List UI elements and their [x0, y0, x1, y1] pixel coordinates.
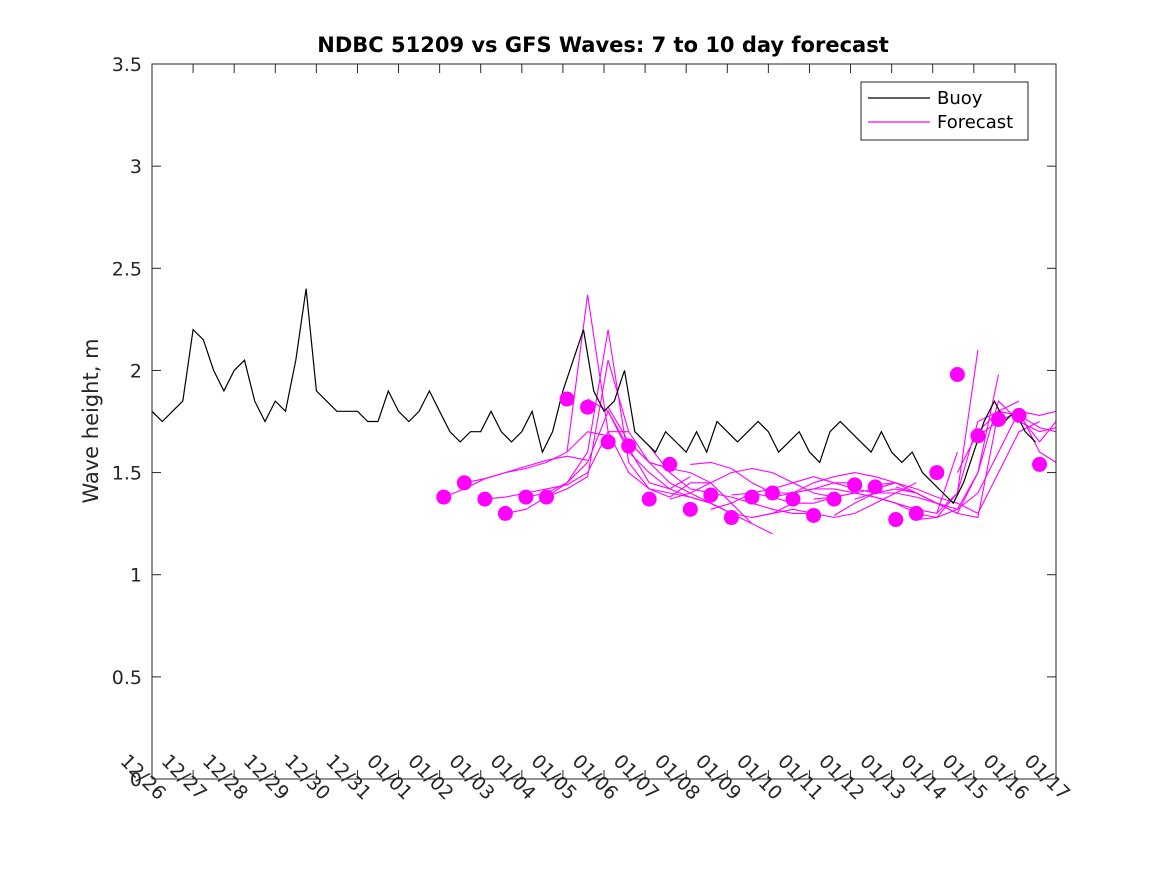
- forecast-marker: [600, 434, 616, 450]
- y-tick-label: 3: [130, 156, 142, 178]
- forecast-marker: [641, 491, 657, 507]
- forecast-marker: [497, 505, 513, 521]
- forecast-line: [875, 421, 1040, 515]
- forecast-marker: [867, 479, 883, 495]
- forecast-marker: [847, 477, 863, 493]
- forecast-marker: [908, 505, 924, 521]
- forecast-marker: [949, 367, 965, 383]
- y-tick-label: 1: [130, 565, 142, 587]
- y-tick-labels: 0 0.5 1 1.5 2 2.5 3 3.5: [112, 54, 142, 791]
- legend-label-forecast: Forecast: [937, 112, 1013, 133]
- forecast-marker: [538, 489, 554, 505]
- y-tick-label: 0: [130, 769, 142, 791]
- y-tick-label: 0.5: [112, 667, 142, 689]
- plot-frame: [151, 63, 1057, 780]
- forecast-marker: [990, 411, 1006, 427]
- forecast-marker: [764, 485, 780, 501]
- forecast-line: [833, 374, 1000, 516]
- forecast-marker: [744, 489, 760, 505]
- forecast-marker: [826, 491, 842, 507]
- forecast-marker: [559, 391, 575, 407]
- forecast-markers: [436, 367, 1048, 528]
- forecast-marker: [1032, 456, 1048, 472]
- forecast-line: [916, 400, 1057, 521]
- y-tick-label: 2.5: [112, 258, 142, 280]
- forecast-line: [751, 482, 917, 519]
- forecast-marker: [518, 489, 534, 505]
- forecast-line: [895, 410, 1057, 510]
- forecast-marker: [888, 512, 904, 528]
- forecast-marker: [477, 491, 493, 507]
- forecast-line: [772, 472, 938, 504]
- forecast-marker: [929, 465, 945, 481]
- forecast-marker: [723, 510, 739, 526]
- forecast-marker: [806, 507, 822, 523]
- forecast-line: [648, 445, 814, 514]
- legend-box: [860, 81, 1029, 141]
- forecast-marker: [970, 428, 986, 444]
- chart-title: NDBC 51209 vs GFS Waves: 7 to 10 day for…: [317, 33, 888, 57]
- forecast-marker: [621, 438, 637, 454]
- forecast-marker: [456, 475, 472, 491]
- forecast-line: [464, 431, 609, 484]
- forecast-line: [505, 360, 670, 514]
- forecast-marker: [436, 489, 452, 505]
- forecast-line: [669, 467, 835, 500]
- forecast-series: [443, 294, 1057, 535]
- buoy-series: [151, 288, 1036, 505]
- forecast-line: [546, 329, 711, 498]
- buoy-line: [151, 288, 1036, 505]
- legend: Buoy Forecast: [860, 81, 1029, 141]
- y-tick-label: 3.5: [112, 54, 142, 76]
- forecast-marker: [662, 456, 678, 472]
- y-tick-label: 1.5: [112, 463, 142, 485]
- axis-ticks: [151, 63, 1057, 780]
- forecast-marker: [1011, 407, 1027, 423]
- forecast-marker: [682, 501, 698, 517]
- forecast-marker: [703, 487, 719, 503]
- forecast-marker: [785, 491, 801, 507]
- y-tick-label: 2: [130, 360, 142, 382]
- y-axis-label: Wave height, m: [79, 338, 103, 503]
- forecast-marker: [580, 399, 596, 415]
- legend-label-buoy: Buoy: [937, 88, 983, 109]
